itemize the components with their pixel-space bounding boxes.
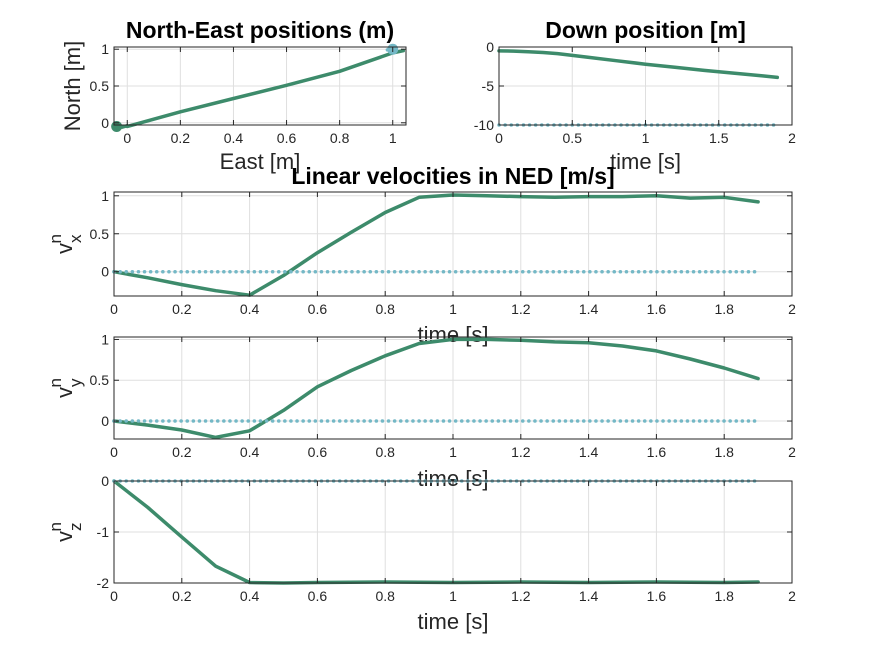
y-tick-label: 0 xyxy=(101,115,109,131)
x-tick-label: 1 xyxy=(449,444,457,460)
x-tick-label: 1.8 xyxy=(714,301,734,317)
y-tick-label: 1 xyxy=(101,41,109,57)
x-tick-label: 1.8 xyxy=(714,588,734,604)
y-axis-label-sup: n xyxy=(46,234,65,243)
x-tick-label: 1 xyxy=(449,588,457,604)
x-axis-label: time [s] xyxy=(418,609,489,634)
y-tick-label: 0.5 xyxy=(90,226,110,242)
x-tick-label: 2 xyxy=(788,444,796,460)
x-tick-label: 0.4 xyxy=(240,444,260,460)
y-axis-label-main: v xyxy=(52,387,77,398)
x-axis-label: time [s] xyxy=(610,149,681,174)
x-axis-label: East [m] xyxy=(220,149,301,174)
x-tick-label: 1.4 xyxy=(579,588,599,604)
x-tick-label: 1.2 xyxy=(511,444,531,460)
y-tick-label: 1 xyxy=(101,188,109,204)
y-axis-label-sub: z xyxy=(66,522,85,531)
x-tick-label: 0 xyxy=(110,301,118,317)
x-tick-label: 0.6 xyxy=(308,588,328,604)
y-axis-label: North [m] xyxy=(60,41,85,131)
y-axis-label: vzn xyxy=(46,522,85,542)
measured-line xyxy=(114,48,406,129)
y-tick-label: 0.5 xyxy=(90,78,110,94)
x-tick-label: 0.2 xyxy=(171,130,191,146)
y-tick-label: 0.5 xyxy=(90,372,110,388)
x-tick-label: 0.6 xyxy=(277,130,297,146)
x-tick-label: 0.5 xyxy=(563,130,583,146)
y-tick-label: 0 xyxy=(101,264,109,280)
chart-vz: 0 0.2 0.4 0.6 0.8 1 1.2 1.4 1.6 1.8 2 -2 -1 0 time [s]… xyxy=(46,473,796,634)
x-tick-label: 1 xyxy=(642,130,650,146)
chart-down: 0 0.5 1 1.5 2 -10 -5 0 time [s] Down position [m] xyxy=(474,17,796,174)
x-tick-label: 0.2 xyxy=(172,444,192,460)
x-tick-label: 1.6 xyxy=(647,444,667,460)
y-axis-label: vxn xyxy=(46,234,85,254)
x-tick-label: 1.8 xyxy=(714,444,734,460)
x-tick-label: 0 xyxy=(110,444,118,460)
y-tick-label: -1 xyxy=(97,524,110,540)
x-tick-label: 0.4 xyxy=(224,130,244,146)
measured-line xyxy=(112,337,760,440)
x-tick-label: 0 xyxy=(123,130,131,146)
x-tick-label: 1.6 xyxy=(647,301,667,317)
y-axis-label-sub: y xyxy=(66,378,85,387)
x-tick-label: 1.6 xyxy=(647,588,667,604)
y-axis-label-sub: x xyxy=(66,234,85,243)
y-tick-label: 0 xyxy=(101,473,109,489)
x-tick-label: 1.4 xyxy=(579,301,599,317)
x-tick-label: 1.5 xyxy=(709,130,729,146)
chart-title: Linear velocities in NED [m/s] xyxy=(291,163,614,189)
x-tick-label: 1.2 xyxy=(511,588,531,604)
x-tick-label: 1.4 xyxy=(579,444,599,460)
x-tick-label: 1 xyxy=(449,301,457,317)
x-tick-label: 0.8 xyxy=(330,130,350,146)
y-tick-label: -10 xyxy=(474,117,494,133)
x-tick-label: 0.6 xyxy=(308,444,328,460)
x-tick-label: 0.8 xyxy=(375,444,395,460)
y-axis-label-main: v xyxy=(52,531,77,542)
x-tick-label: 0.8 xyxy=(375,588,395,604)
y-tick-label: 1 xyxy=(101,331,109,347)
chart-ne: 0 0.2 0.4 0.6 0.8 1 0 0.5 1 East [m] North [m] Nort… xyxy=(60,17,407,174)
x-tick-label: 1 xyxy=(389,130,397,146)
chart-title: North-East positions (m) xyxy=(126,17,394,43)
x-tick-label: 0 xyxy=(110,588,118,604)
x-tick-label: 2 xyxy=(788,301,796,317)
y-axis-label-main: v xyxy=(52,243,77,254)
x-tick-label: 0.2 xyxy=(172,301,192,317)
x-tick-label: 0.4 xyxy=(240,301,260,317)
x-tick-label: 1.2 xyxy=(511,301,531,317)
measured-line xyxy=(112,193,760,297)
y-axis-label: vyn xyxy=(46,378,85,398)
y-tick-label: 0 xyxy=(101,413,109,429)
x-tick-label: 2 xyxy=(788,588,796,604)
x-tick-label: 0.8 xyxy=(375,301,395,317)
x-tick-label: 0.6 xyxy=(308,301,328,317)
chart-title: Down position [m] xyxy=(545,17,746,43)
y-axis-label-sup: n xyxy=(46,522,65,531)
measured-line xyxy=(497,49,780,80)
y-tick-label: -5 xyxy=(482,78,495,94)
x-tick-label: 0.2 xyxy=(172,588,192,604)
x-tick-label: 0.4 xyxy=(240,588,260,604)
measured-line xyxy=(112,479,760,585)
y-axis-label-sup: n xyxy=(46,378,65,387)
y-tick-label: 0 xyxy=(486,39,494,55)
x-tick-label: 0 xyxy=(495,130,503,146)
x-tick-label: 2 xyxy=(788,130,796,146)
y-tick-label: -2 xyxy=(97,575,110,591)
